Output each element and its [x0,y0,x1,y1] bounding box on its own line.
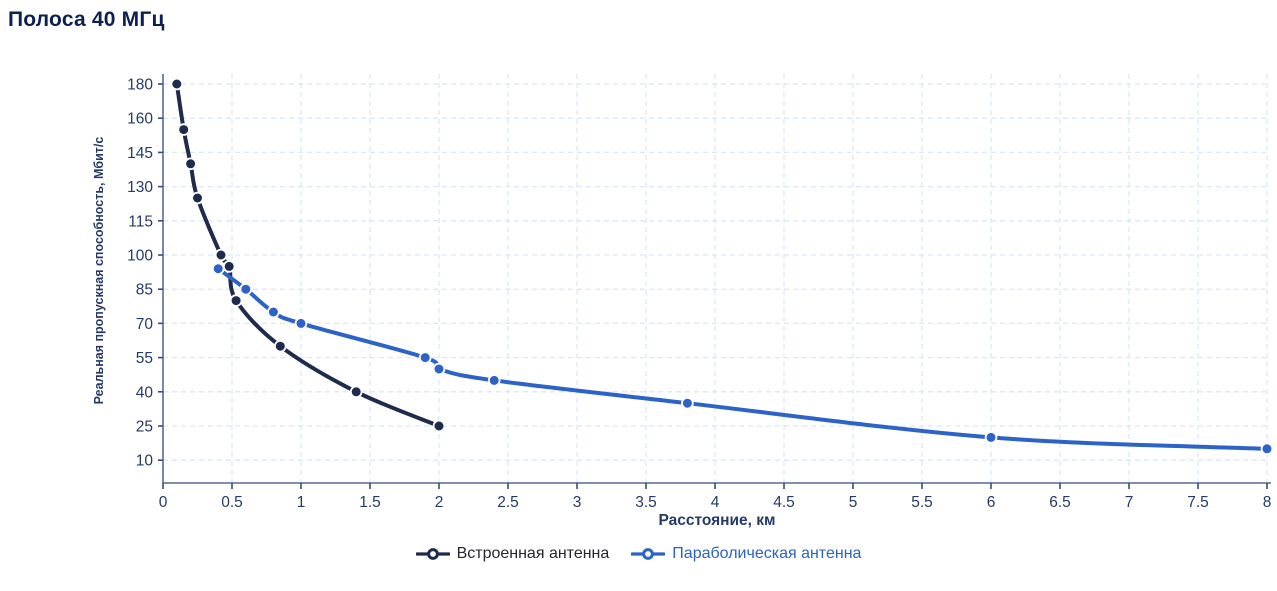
chart-legend: Встроенная антенна Параболическая антенн… [0,545,1277,563]
x-tick-label: 2 [435,494,444,511]
x-tick-label: 3.5 [635,494,657,511]
data-point-series-0[interactable] [191,191,204,205]
data-point-series-1[interactable] [267,305,280,319]
legend-label-parabolic: Параболическая антенна [672,545,862,562]
x-tick-label: 3 [573,494,582,511]
legend-item-built-in-antenna[interactable]: Встроенная антенна [415,545,610,563]
data-point-series-1[interactable] [487,374,501,387]
data-point-series-0[interactable] [214,248,228,262]
x-tick-label: 1.5 [359,494,381,511]
x-tick-label: 7.5 [1187,494,1209,511]
y-tick-label: 55 [136,350,153,367]
x-tick-label: 6 [987,494,996,511]
data-point-series-0[interactable] [229,294,243,307]
legend-marker-parabolic-icon [631,548,666,560]
data-point-series-1[interactable] [239,282,253,296]
y-tick-label: 10 [136,453,154,470]
x-tick-label: 5.5 [911,494,933,511]
data-point-series-0[interactable] [222,260,236,273]
y-tick-label: 145 [127,145,153,162]
x-tick-label: 7 [1125,494,1134,511]
data-point-series-1[interactable] [294,317,308,330]
data-point-series-1[interactable] [984,431,998,444]
y-tick-label: 25 [136,419,153,436]
legend-item-parabolic-antenna[interactable]: Параболическая антенна [631,545,861,563]
y-axis-title: Реальная пропускная способность, Мбит/с [92,137,106,405]
x-tick-label: 4 [711,494,720,511]
x-tick-label: 0 [159,494,168,511]
data-point-series-0[interactable] [432,419,446,433]
data-point-series-1[interactable] [681,396,694,410]
data-point-series-1[interactable] [211,262,225,276]
x-tick-label: 1 [297,494,306,511]
data-point-series-1[interactable] [432,362,446,376]
x-tick-label: 4.5 [773,494,795,511]
data-point-series-1[interactable] [1260,442,1274,456]
legend-marker-built-in-icon [415,548,450,560]
x-tick-label: 6.5 [1049,494,1071,511]
data-point-series-0[interactable] [184,157,197,171]
x-tick-label: 5 [849,494,858,511]
series-line-1 [216,266,1269,451]
y-tick-label: 130 [127,179,153,196]
chart-title: Полоса 40 МГц [8,8,165,31]
x-tick-label: 2.5 [497,494,519,511]
data-point-series-1[interactable] [418,351,432,364]
y-tick-label: 40 [136,384,154,401]
legend-label-built-in: Встроенная антенна [456,545,610,562]
data-point-series-0[interactable] [170,77,184,91]
y-tick-label: 85 [136,282,153,299]
y-tick-label: 115 [128,213,153,230]
data-point-series-0[interactable] [177,123,191,136]
x-tick-label: 8 [1263,494,1272,511]
y-tick-label: 70 [136,316,154,333]
y-tick-label: 160 [127,111,153,128]
y-tick-label: 180 [127,77,153,94]
x-tick-label: 0.5 [221,494,243,511]
x-axis-title: Расстояние, км [658,512,775,529]
data-point-series-0[interactable] [349,385,363,399]
data-point-series-0[interactable] [273,339,287,353]
y-tick-label: 100 [127,248,153,265]
